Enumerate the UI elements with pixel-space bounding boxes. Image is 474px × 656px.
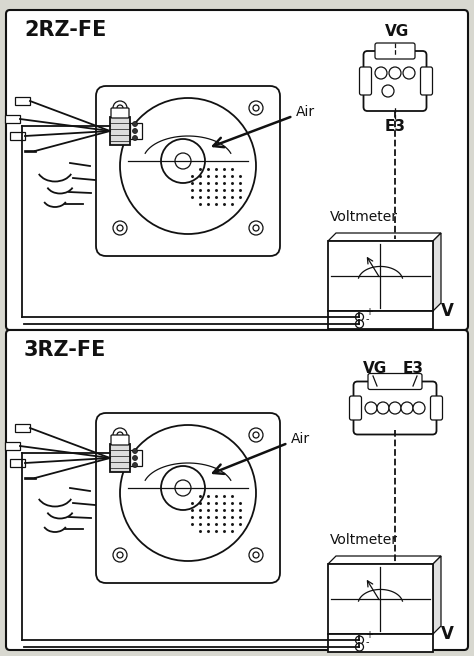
Text: 2RZ-FE: 2RZ-FE: [24, 20, 106, 40]
FancyBboxPatch shape: [354, 382, 437, 434]
Text: VG: VG: [385, 24, 409, 39]
Circle shape: [133, 136, 137, 140]
Text: Voltmeter: Voltmeter: [330, 533, 398, 547]
FancyBboxPatch shape: [96, 86, 280, 256]
FancyBboxPatch shape: [359, 67, 372, 95]
Circle shape: [375, 67, 387, 79]
Bar: [110, 117, 130, 145]
Circle shape: [413, 402, 425, 414]
Circle shape: [133, 121, 137, 127]
Circle shape: [356, 320, 364, 328]
Circle shape: [133, 129, 137, 134]
Circle shape: [113, 428, 127, 442]
Bar: [15, 424, 30, 432]
FancyBboxPatch shape: [420, 67, 432, 95]
Text: Air: Air: [291, 432, 310, 446]
Text: Voltmeter: Voltmeter: [330, 210, 398, 224]
Bar: [130, 123, 142, 139]
Bar: [328, 634, 433, 652]
Circle shape: [249, 101, 263, 115]
Circle shape: [403, 67, 415, 79]
Circle shape: [356, 313, 364, 321]
Circle shape: [382, 85, 394, 97]
Bar: [130, 450, 142, 466]
Text: +: +: [365, 307, 374, 317]
Circle shape: [161, 466, 205, 510]
Circle shape: [389, 402, 401, 414]
FancyBboxPatch shape: [349, 396, 362, 420]
Bar: [5, 442, 20, 450]
Bar: [110, 444, 130, 472]
Polygon shape: [328, 233, 441, 241]
Text: E3: E3: [385, 119, 406, 134]
Text: -: -: [365, 314, 369, 324]
Circle shape: [356, 636, 364, 644]
Circle shape: [249, 548, 263, 562]
Circle shape: [389, 67, 401, 79]
Text: V: V: [441, 302, 454, 320]
Bar: [328, 564, 433, 634]
FancyBboxPatch shape: [6, 10, 468, 330]
Circle shape: [377, 402, 389, 414]
Circle shape: [249, 221, 263, 235]
Bar: [15, 97, 30, 105]
Circle shape: [175, 480, 191, 496]
Polygon shape: [433, 556, 441, 634]
Circle shape: [133, 462, 137, 468]
Circle shape: [365, 402, 377, 414]
FancyBboxPatch shape: [96, 413, 280, 583]
FancyBboxPatch shape: [375, 43, 415, 59]
Text: 3RZ-FE: 3RZ-FE: [24, 340, 106, 360]
FancyBboxPatch shape: [430, 396, 443, 420]
Text: Air: Air: [296, 105, 315, 119]
Text: -: -: [365, 637, 369, 647]
Text: VG: VG: [363, 361, 387, 376]
Text: +: +: [365, 630, 374, 640]
Bar: [10, 459, 25, 467]
Text: E3: E3: [403, 361, 424, 376]
Text: V: V: [441, 625, 454, 643]
FancyBboxPatch shape: [6, 330, 468, 650]
FancyBboxPatch shape: [364, 51, 427, 111]
Circle shape: [161, 139, 205, 183]
Polygon shape: [328, 556, 441, 564]
FancyBboxPatch shape: [111, 108, 129, 118]
Bar: [328, 241, 433, 311]
Circle shape: [133, 455, 137, 461]
FancyBboxPatch shape: [111, 435, 129, 445]
Circle shape: [356, 643, 364, 651]
Circle shape: [120, 425, 256, 561]
Bar: [10, 132, 25, 140]
FancyBboxPatch shape: [368, 373, 422, 390]
Circle shape: [113, 548, 127, 562]
Bar: [5, 115, 20, 123]
Polygon shape: [433, 233, 441, 311]
Circle shape: [133, 449, 137, 453]
Circle shape: [249, 428, 263, 442]
Circle shape: [113, 101, 127, 115]
Bar: [328, 311, 433, 329]
Circle shape: [113, 221, 127, 235]
Circle shape: [401, 402, 413, 414]
Circle shape: [120, 98, 256, 234]
Circle shape: [175, 153, 191, 169]
